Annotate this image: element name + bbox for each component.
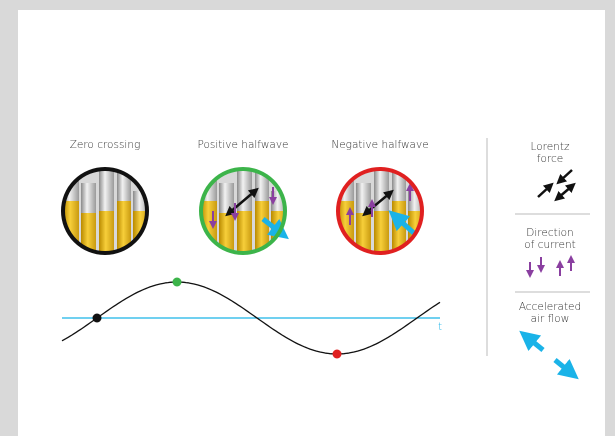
legend-label: Direction xyxy=(526,227,573,239)
legend-label: Lorentz xyxy=(531,141,570,153)
current-icon xyxy=(526,255,575,278)
panel-label: Positive halfwave xyxy=(197,139,288,151)
trough-dot xyxy=(332,349,342,359)
shape xyxy=(556,169,573,185)
sine-wave xyxy=(61,281,441,355)
zero-dot xyxy=(92,313,102,323)
shape xyxy=(519,330,545,352)
lorentz-icon xyxy=(537,169,576,202)
axis-label: t xyxy=(438,321,442,333)
negative-disc xyxy=(336,167,424,255)
panel-label: Negative halfwave xyxy=(331,139,428,151)
positive-disc xyxy=(199,167,289,255)
shape xyxy=(553,358,579,380)
shape xyxy=(537,182,554,198)
shape xyxy=(362,189,394,217)
shape xyxy=(388,210,418,237)
shape xyxy=(336,167,424,255)
shape xyxy=(225,187,259,217)
legend-label: of current xyxy=(524,239,576,251)
airflow-icon xyxy=(519,330,579,380)
shape xyxy=(554,182,576,202)
legend-label: Accelerated xyxy=(519,301,581,313)
shape xyxy=(61,167,149,255)
zero-crossing-disc xyxy=(61,167,149,255)
legend-label: air flow xyxy=(531,313,570,325)
peak-dot xyxy=(172,277,182,287)
shape xyxy=(199,167,287,255)
legend-label: force xyxy=(537,153,563,165)
panel-label: Zero crossing xyxy=(70,139,141,151)
